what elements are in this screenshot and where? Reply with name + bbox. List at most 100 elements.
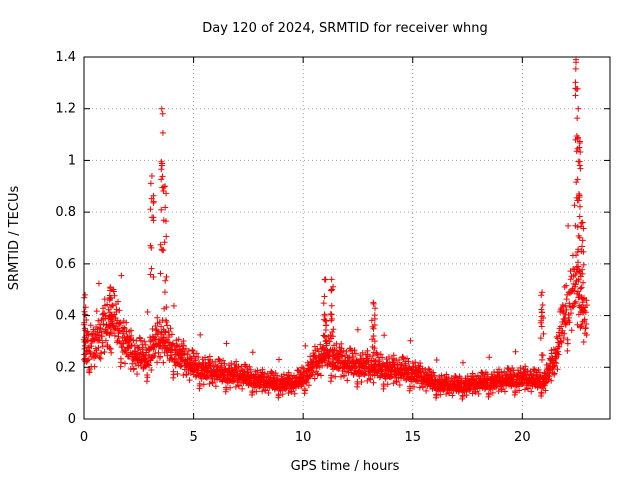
data-point	[384, 381, 391, 388]
data-point	[571, 287, 578, 294]
data-point	[200, 381, 207, 388]
data-point	[177, 363, 184, 370]
data-point	[337, 373, 344, 380]
data-point	[134, 371, 141, 378]
data-point	[275, 392, 282, 399]
data-point	[574, 134, 581, 141]
data-point	[582, 309, 589, 316]
data-point	[169, 340, 176, 347]
data-point	[153, 326, 160, 333]
data-point	[370, 379, 377, 386]
data-point	[122, 347, 129, 354]
data-point	[581, 316, 588, 323]
data-point	[575, 263, 582, 270]
data-point	[559, 327, 566, 334]
data-point	[399, 354, 406, 361]
data-point	[102, 337, 109, 344]
data-point	[98, 349, 105, 356]
data-point	[128, 327, 135, 334]
data-point	[550, 363, 557, 370]
data-point	[433, 392, 440, 399]
data-point	[546, 373, 553, 380]
data-point	[158, 176, 165, 183]
data-point	[170, 302, 177, 309]
data-point	[537, 319, 544, 326]
data-point	[541, 382, 548, 389]
data-point	[449, 392, 456, 399]
data-point	[164, 352, 171, 359]
data-point	[563, 282, 570, 289]
data-point	[88, 343, 95, 350]
chart-title: Day 120 of 2024, SRMTID for receiver whn…	[202, 21, 488, 36]
data-point	[573, 179, 580, 186]
data-point	[365, 357, 372, 364]
data-point	[567, 276, 574, 283]
data-point	[147, 271, 154, 278]
data-point	[158, 105, 165, 112]
data-point	[359, 349, 366, 356]
data-point	[96, 336, 103, 343]
data-point	[160, 183, 167, 190]
data-point	[573, 148, 580, 155]
data-point	[87, 322, 94, 329]
data-point	[305, 382, 312, 389]
data-point	[168, 331, 175, 338]
data-point	[106, 313, 113, 320]
data-point	[566, 319, 573, 326]
data-point	[110, 288, 117, 295]
data-point	[155, 328, 162, 335]
data-point	[577, 285, 584, 292]
axis-ticks: 0 5 10 15 20 0 0.2 0.4 0.6 0.8 1 1.2 1.4	[55, 50, 610, 445]
data-point	[577, 148, 584, 155]
x-tick-label: 15	[404, 430, 421, 445]
data-point	[162, 329, 169, 336]
data-point	[475, 390, 482, 397]
data-point	[108, 316, 115, 323]
data-point	[441, 385, 448, 392]
data-point	[407, 337, 414, 344]
data-point	[115, 327, 122, 334]
data-point	[416, 366, 423, 373]
data-point	[244, 368, 251, 375]
data-point	[542, 387, 549, 394]
data-point	[339, 352, 346, 359]
data-point	[247, 366, 254, 373]
data-point	[311, 375, 318, 382]
data-point	[144, 374, 151, 381]
data-point	[573, 56, 580, 63]
data-point	[574, 115, 581, 122]
data-point	[108, 349, 115, 356]
data-point	[123, 334, 130, 341]
data-point	[102, 326, 109, 333]
data-point	[163, 190, 170, 197]
data-point	[157, 241, 164, 248]
data-point	[570, 303, 577, 310]
y-tick-label: 0.6	[55, 257, 76, 272]
data-point	[148, 195, 155, 202]
data-point	[159, 110, 166, 117]
data-point	[183, 371, 190, 378]
data-point	[486, 354, 493, 361]
data-point	[512, 389, 519, 396]
data-point	[341, 372, 348, 379]
data-point	[142, 341, 149, 348]
data-point	[495, 388, 502, 395]
data-point	[576, 138, 583, 145]
data-point	[538, 313, 545, 320]
data-point	[372, 305, 379, 312]
data-point	[82, 291, 89, 298]
data-point	[520, 380, 527, 387]
data-point	[160, 359, 167, 366]
data-point	[554, 366, 561, 373]
data-point	[82, 358, 89, 365]
data-point	[575, 197, 582, 204]
data-point	[150, 274, 157, 281]
data-point	[186, 377, 193, 384]
data-point	[99, 333, 106, 340]
data-point	[443, 391, 450, 398]
data-point	[371, 315, 378, 322]
data-point	[286, 376, 293, 383]
data-point	[154, 359, 161, 366]
data-point	[575, 276, 582, 283]
data-point	[220, 357, 227, 364]
